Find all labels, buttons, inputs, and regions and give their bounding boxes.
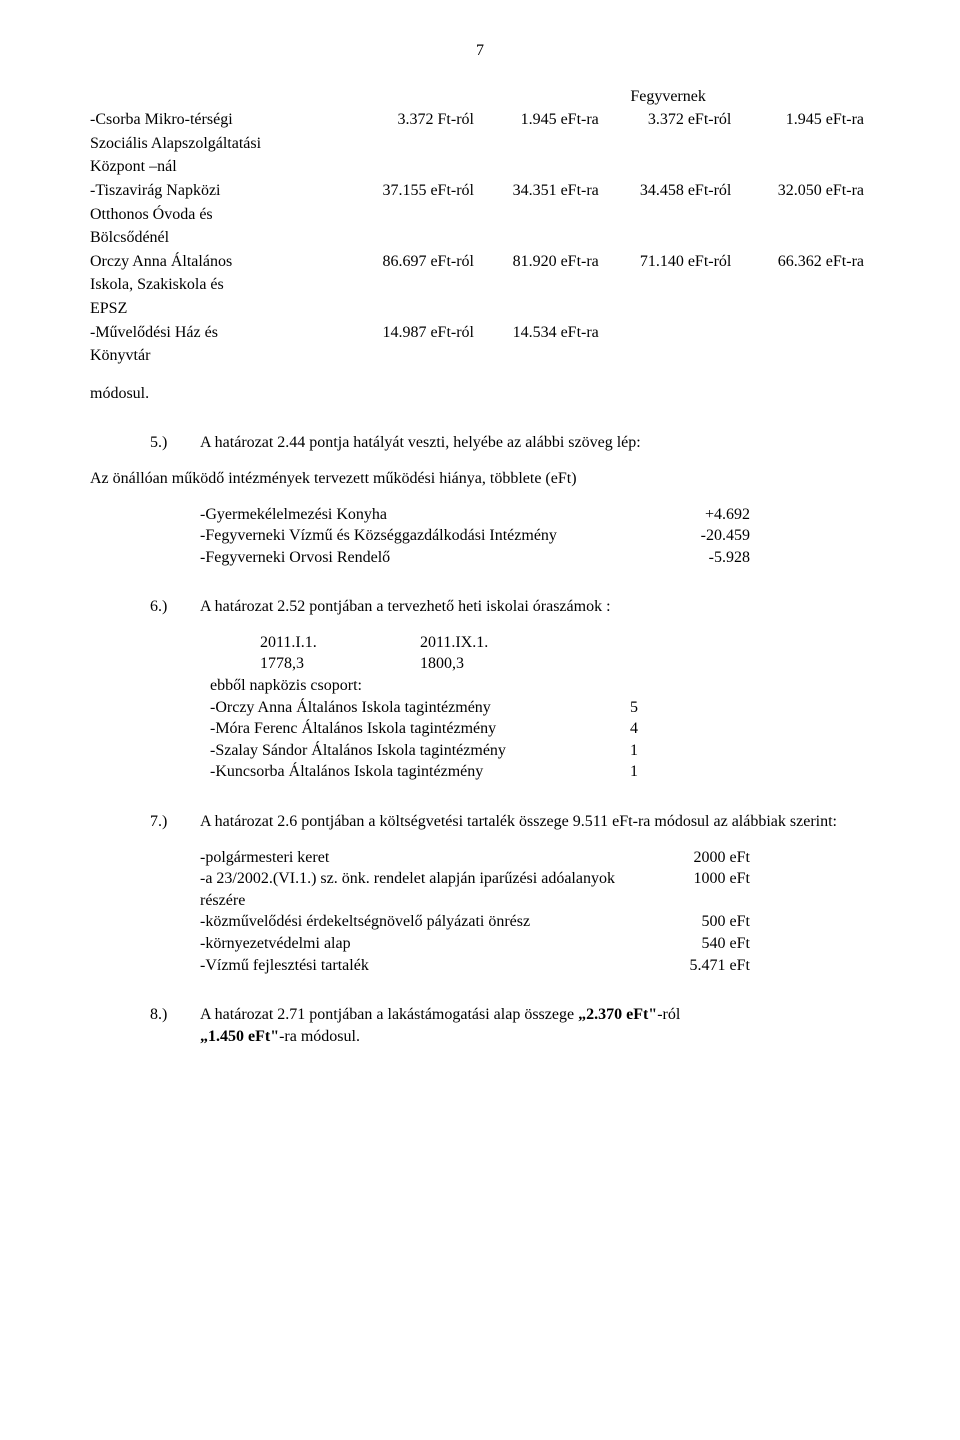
table-row-value: 66.362 eFt-ra — [737, 251, 870, 275]
p5-item-label: -Fegyverneki Vízmű és Községgazdálkodási… — [200, 525, 557, 547]
p6-item: -Kuncsorba Általános Iskola tagintézmény… — [210, 761, 870, 783]
p8-bold1: „2.370 eFt" — [578, 1006, 657, 1023]
point-6-lead: A határozat 2.52 pontjában a tervezhető … — [200, 596, 870, 618]
table-header-fegyvernek: Fegyvernek — [605, 86, 738, 110]
p6-item: -Móra Ferenc Általános Iskola tagintézmé… — [210, 718, 870, 740]
table-row-label: Otthonos Óvoda és — [90, 204, 355, 228]
p5-item-label: -Gyermekélelmezési Konyha — [200, 504, 387, 526]
p6-colval-a: 1778,3 — [260, 653, 420, 675]
point-8-text: A határozat 2.71 pontjában a lakástámoga… — [200, 1004, 870, 1047]
point-7-lead: A határozat 2.6 pontjában a költségvetés… — [200, 811, 870, 833]
p8-bold2: „1.450 eFt" — [200, 1028, 279, 1045]
table-row-label: Szociális Alapszolgáltatási — [90, 133, 355, 157]
p6-subhead: ebből napközis csoport: — [210, 675, 870, 697]
p6-item-value: 5 — [630, 697, 638, 719]
p6-item-value: 4 — [630, 718, 638, 740]
table-row-value: 81.920 eFt-ra — [480, 251, 605, 275]
table-row-value — [605, 322, 738, 346]
table-row-label: Orczy Anna Általános — [90, 251, 355, 275]
table-row-value: 3.372 eFt-ról — [605, 109, 738, 133]
p7-item-label: -közművelődési érdekeltségnövelő pályáza… — [200, 911, 530, 933]
p8-before: A határozat 2.71 pontjában a lakástámoga… — [200, 1006, 578, 1023]
p5-item-value: -20.459 — [660, 525, 750, 547]
p5-item-label: -Fegyverneki Orvosi Rendelő — [200, 547, 390, 569]
point-6-marker: 6.) — [150, 596, 200, 618]
point-5-intro: Az önállóan működő intézmények tervezett… — [90, 468, 870, 490]
table-row-value: 1.945 eFt-ra — [737, 109, 870, 133]
table-row-value: 34.351 eFt-ra — [480, 180, 605, 204]
p7-item: -Vízmű fejlesztési tartalék 5.471 eFt — [200, 955, 870, 977]
p6-colval-b: 1800,3 — [420, 653, 580, 675]
p7-item-value: 500 eFt — [660, 911, 750, 933]
p7-item: -környezetvédelmi alap 540 eFt — [200, 933, 870, 955]
p7-item: -polgármesteri keret 2000 eFt — [200, 847, 870, 869]
table-row-value — [737, 322, 870, 346]
table-row-label: -Művelődési Ház és — [90, 322, 355, 346]
table-row-value: 34.458 eFt-ról — [605, 180, 738, 204]
p6-colhead-a: 2011.I.1. — [260, 632, 420, 654]
table-row-value: 1.945 eFt-ra — [480, 109, 605, 133]
p6-item-label: -Szalay Sándor Általános Iskola tagintéz… — [210, 740, 630, 762]
p5-item-value: +4.692 — [660, 504, 750, 526]
point-8-marker: 8.) — [150, 1004, 200, 1047]
p7-item: -a 23/2002.(VI.1.) sz. önk. rendelet ala… — [200, 868, 870, 911]
p6-item-label: -Kuncsorba Általános Iskola tagintézmény — [210, 761, 630, 783]
point-5-marker: 5.) — [150, 432, 200, 454]
table-row-value: 37.155 eFt-ról — [355, 180, 480, 204]
point-7-marker: 7.) — [150, 811, 200, 833]
p6-item-label: -Móra Ferenc Általános Iskola tagintézmé… — [210, 718, 630, 740]
p7-item-label: -polgármesteri keret — [200, 847, 329, 869]
point-7: 7.) A határozat 2.6 pontjában a költségv… — [150, 811, 870, 833]
p6-item-value: 1 — [630, 761, 638, 783]
p7-item-label: -Vízmű fejlesztési tartalék — [200, 955, 369, 977]
p5-item-value: -5.928 — [660, 547, 750, 569]
table-row-label: Könyvtár — [90, 345, 355, 369]
table-row-label: -Csorba Mikro-térségi — [90, 109, 355, 133]
point-5-lead: A határozat 2.44 pontja hatályát veszti,… — [200, 432, 870, 454]
point-6: 6.) A határozat 2.52 pontjában a tervezh… — [150, 596, 870, 618]
p8-mid: -ról — [657, 1006, 680, 1023]
p6-item-value: 1 — [630, 740, 638, 762]
p7-item-value: 540 eFt — [660, 933, 750, 955]
p7-item-value: 5.471 eFt — [660, 955, 750, 977]
p5-item: -Gyermekélelmezési Konyha +4.692 — [200, 504, 870, 526]
table-row-value: 32.050 eFt-ra — [737, 180, 870, 204]
p7-item-label: -környezetvédelmi alap — [200, 933, 351, 955]
p8-after: -ra módosul. — [279, 1028, 360, 1045]
p7-item-value: 1000 eFt — [660, 868, 750, 911]
p6-item: -Szalay Sándor Általános Iskola tagintéz… — [210, 740, 870, 762]
table-row-value: 71.140 eFt-ról — [605, 251, 738, 275]
values-table: Fegyvernek -Csorba Mikro-térségi3.372 Ft… — [90, 86, 870, 369]
point-8: 8.) A határozat 2.71 pontjában a lakástá… — [150, 1004, 870, 1047]
p6-item: -Orczy Anna Általános Iskola tagintézmén… — [210, 697, 870, 719]
p5-item: -Fegyverneki Vízmű és Községgazdálkodási… — [200, 525, 870, 547]
table-row-label: Bölcsődénél — [90, 227, 355, 251]
modosul-text: módosul. — [90, 383, 870, 405]
table-row-value: 14.987 eFt-ról — [355, 322, 480, 346]
p6-colhead-b: 2011.IX.1. — [420, 632, 580, 654]
table-row-label: Központ –nál — [90, 156, 355, 180]
p6-item-label: -Orczy Anna Általános Iskola tagintézmén… — [210, 697, 630, 719]
page-number: 7 — [90, 40, 870, 62]
p7-item-value: 2000 eFt — [660, 847, 750, 869]
table-row-label: Iskola, Szakiskola és — [90, 274, 355, 298]
p7-item: -közművelődési érdekeltségnövelő pályáza… — [200, 911, 870, 933]
table-row-value: 86.697 eFt-ról — [355, 251, 480, 275]
point-5: 5.) A határozat 2.44 pontja hatályát ves… — [150, 432, 870, 454]
table-row-label: EPSZ — [90, 298, 355, 322]
table-row-value: 3.372 Ft-ról — [355, 109, 480, 133]
table-row-label: -Tiszavirág Napközi — [90, 180, 355, 204]
p5-item: -Fegyverneki Orvosi Rendelő -5.928 — [200, 547, 870, 569]
table-row-value: 14.534 eFt-ra — [480, 322, 605, 346]
p7-item-label: -a 23/2002.(VI.1.) sz. önk. rendelet ala… — [200, 868, 660, 911]
